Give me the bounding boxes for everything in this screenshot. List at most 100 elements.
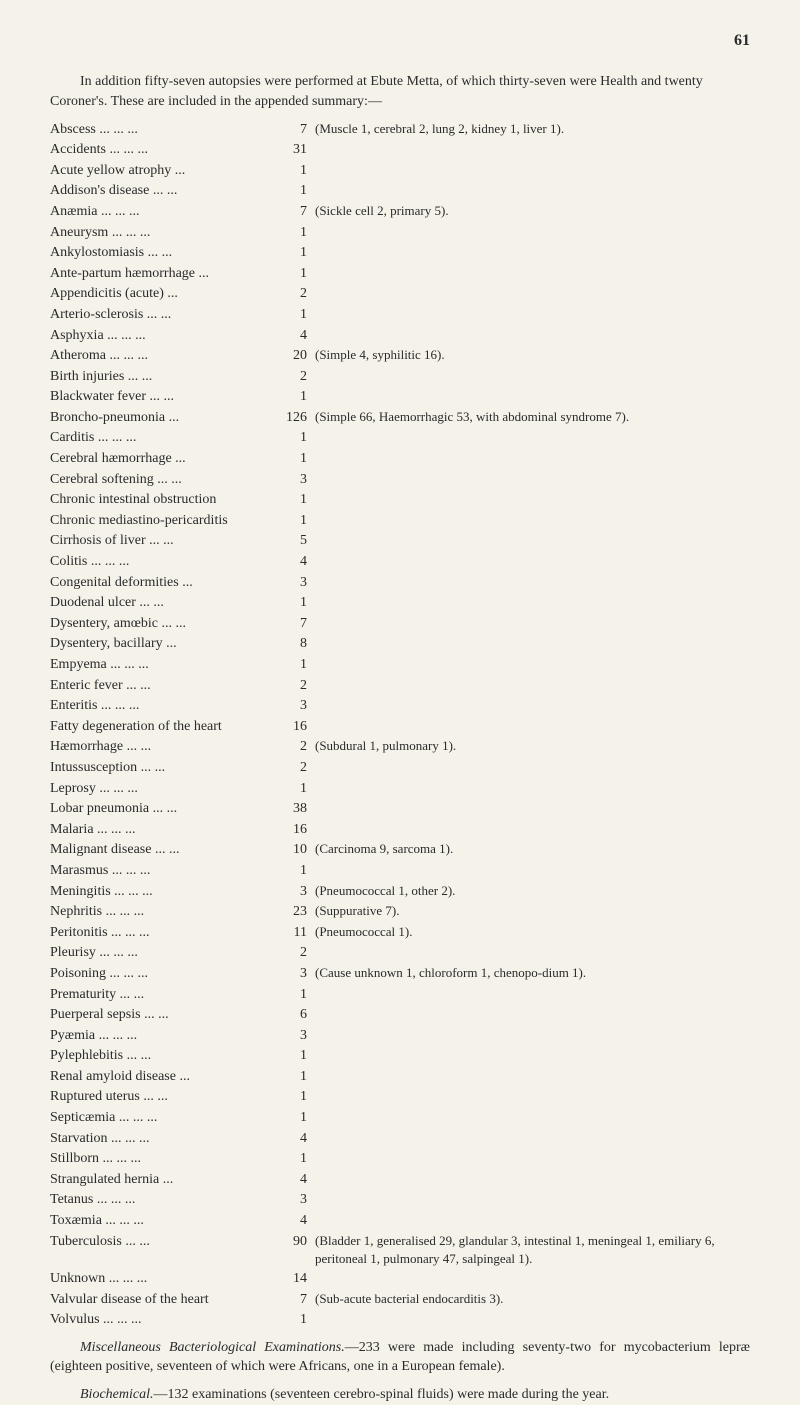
entry-row: Congenital deformities ...3 <box>50 573 750 593</box>
entry-count: 5 <box>280 531 315 551</box>
entry-label: Tuberculosis ... ... <box>50 1232 280 1252</box>
entry-label: Valvular disease of the heart <box>50 1290 280 1310</box>
entry-label: Pleurisy ... ... ... <box>50 943 280 963</box>
entry-row: Hæmorrhage ... ...2(Subdural 1, pulmonar… <box>50 737 750 757</box>
entry-label: Volvulus ... ... ... <box>50 1310 280 1330</box>
entry-count: 1 <box>280 223 315 243</box>
entry-count: 1 <box>280 511 315 531</box>
entry-label: Cerebral softening ... ... <box>50 470 280 490</box>
entry-count: 1 <box>280 264 315 284</box>
entry-row: Anæmia ... ... ...7(Sickle cell 2, prima… <box>50 202 750 222</box>
intro-paragraph: In addition fifty-seven autopsies were p… <box>50 72 750 111</box>
entry-label: Appendicitis (acute) ... <box>50 284 280 304</box>
entry-count: 6 <box>280 1005 315 1025</box>
entry-label: Pyæmia ... ... ... <box>50 1026 280 1046</box>
entry-label: Enteritis ... ... ... <box>50 696 280 716</box>
entry-label: Starvation ... ... ... <box>50 1129 280 1149</box>
entry-label: Ankylostomiasis ... ... <box>50 243 280 263</box>
footer-paragraph-2: Biochemical.—132 examinations (seventeen… <box>50 1385 750 1405</box>
entry-row: Enteritis ... ... ...3 <box>50 696 750 716</box>
entry-label: Birth injuries ... ... <box>50 367 280 387</box>
entry-row: Unknown ... ... ...14 <box>50 1269 750 1289</box>
entry-label: Asphyxia ... ... ... <box>50 326 280 346</box>
entry-count: 2 <box>280 943 315 963</box>
entry-row: Stillborn ... ... ...1 <box>50 1149 750 1169</box>
entry-count: 1 <box>280 779 315 799</box>
entry-label: Broncho-pneumonia ... <box>50 408 280 428</box>
entry-row: Poisoning ... ... ...3(Cause unknown 1, … <box>50 964 750 984</box>
entry-count: 1 <box>280 305 315 325</box>
entry-row: Pleurisy ... ... ...2 <box>50 943 750 963</box>
entry-row: Blackwater fever ... ...1 <box>50 387 750 407</box>
entry-row: Leprosy ... ... ...1 <box>50 779 750 799</box>
entry-row: Marasmus ... ... ...1 <box>50 861 750 881</box>
entry-note: (Sickle cell 2, primary 5). <box>315 202 750 220</box>
entry-note: (Suppurative 7). <box>315 902 750 920</box>
entry-count: 1 <box>280 490 315 510</box>
entry-count: 126 <box>280 408 315 428</box>
entry-label: Cirrhosis of liver ... ... <box>50 531 280 551</box>
entry-label: Meningitis ... ... ... <box>50 882 280 902</box>
entry-label: Septicæmia ... ... ... <box>50 1108 280 1128</box>
entry-count: 4 <box>280 1129 315 1149</box>
entry-label: Nephritis ... ... ... <box>50 902 280 922</box>
entry-label: Arterio-sclerosis ... ... <box>50 305 280 325</box>
entry-label: Intussusception ... ... <box>50 758 280 778</box>
entry-count: 1 <box>280 1149 315 1169</box>
entry-label: Anæmia ... ... ... <box>50 202 280 222</box>
entry-label: Dysentery, amœbic ... ... <box>50 614 280 634</box>
entry-label: Marasmus ... ... ... <box>50 861 280 881</box>
entry-count: 90 <box>280 1232 315 1252</box>
entry-count: 2 <box>280 676 315 696</box>
entry-count: 3 <box>280 964 315 984</box>
entry-label: Enteric fever ... ... <box>50 676 280 696</box>
entry-label: Ruptured uterus ... ... <box>50 1087 280 1107</box>
entry-count: 1 <box>280 181 315 201</box>
entry-label: Dysentery, bacillary ... <box>50 634 280 654</box>
entry-count: 1 <box>280 1087 315 1107</box>
entry-label: Poisoning ... ... ... <box>50 964 280 984</box>
entry-count: 4 <box>280 326 315 346</box>
entry-note: (Simple 66, Haemorrhagic 53, with abdomi… <box>315 408 750 426</box>
entry-count: 3 <box>280 882 315 902</box>
page-number: 61 <box>50 30 750 52</box>
entry-row: Strangulated hernia ...4 <box>50 1170 750 1190</box>
entry-row: Abscess ... ... ...7(Muscle 1, cerebral … <box>50 120 750 140</box>
entry-label: Addison's disease ... ... <box>50 181 280 201</box>
entry-label: Toxæmia ... ... ... <box>50 1211 280 1231</box>
entry-label: Malignant disease ... ... <box>50 840 280 860</box>
entry-label: Blackwater fever ... ... <box>50 387 280 407</box>
footer-paragraph-1: Miscellaneous Bacteriological Examinatio… <box>50 1338 750 1377</box>
entry-count: 4 <box>280 1170 315 1190</box>
entry-count: 1 <box>280 861 315 881</box>
entry-row: Fatty degeneration of the heart16 <box>50 717 750 737</box>
entry-row: Renal amyloid disease ...1 <box>50 1067 750 1087</box>
entry-label: Tetanus ... ... ... <box>50 1190 280 1210</box>
entry-label: Stillborn ... ... ... <box>50 1149 280 1169</box>
entry-label: Atheroma ... ... ... <box>50 346 280 366</box>
entry-count: 7 <box>280 614 315 634</box>
entry-note: (Cause unknown 1, chloroform 1, chenopo-… <box>315 964 750 982</box>
entry-row: Pyæmia ... ... ...3 <box>50 1026 750 1046</box>
entry-row: Starvation ... ... ...4 <box>50 1129 750 1149</box>
entry-count: 1 <box>280 449 315 469</box>
entry-label: Renal amyloid disease ... <box>50 1067 280 1087</box>
entry-row: Dysentery, amœbic ... ...7 <box>50 614 750 634</box>
entry-count: 16 <box>280 820 315 840</box>
entry-row: Ankylostomiasis ... ...1 <box>50 243 750 263</box>
entry-label: Accidents ... ... ... <box>50 140 280 160</box>
entry-row: Puerperal sepsis ... ...6 <box>50 1005 750 1025</box>
footer-prefix-2: Biochemical. <box>80 1387 153 1402</box>
entry-count: 3 <box>280 1190 315 1210</box>
entry-row: Dysentery, bacillary ...8 <box>50 634 750 654</box>
entry-count: 10 <box>280 840 315 860</box>
entry-count: 1 <box>280 387 315 407</box>
entry-row: Colitis ... ... ...4 <box>50 552 750 572</box>
entry-row: Volvulus ... ... ...1 <box>50 1310 750 1330</box>
entry-row: Aneurysm ... ... ...1 <box>50 223 750 243</box>
entry-count: 7 <box>280 120 315 140</box>
entry-count: 3 <box>280 1026 315 1046</box>
entry-row: Ante-partum hæmorrhage ...1 <box>50 264 750 284</box>
entry-label: Pylephlebitis ... ... <box>50 1046 280 1066</box>
entry-row: Chronic mediastino-pericarditis1 <box>50 511 750 531</box>
